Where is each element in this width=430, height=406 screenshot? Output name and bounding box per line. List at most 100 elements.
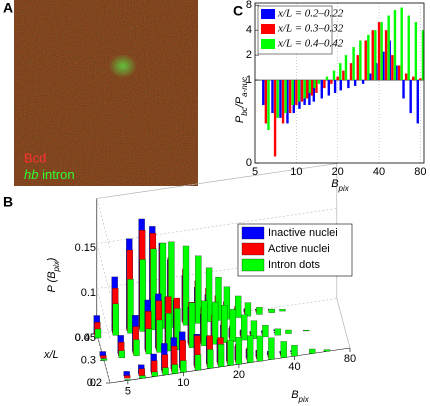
- bar: [139, 259, 146, 332]
- grid-line: [96, 243, 111, 294]
- bar: [279, 80, 282, 118]
- x-tick-label: 40: [373, 166, 385, 178]
- y-tick-label: 2: [246, 49, 252, 61]
- bar: [380, 22, 383, 81]
- x-axis-label: Bpix: [331, 178, 350, 193]
- y-tick-label: 4: [246, 24, 252, 36]
- legend-label: x/L = 0.3–0.32: [277, 23, 344, 35]
- bar: [268, 308, 275, 313]
- bar: [285, 329, 292, 334]
- bar: [310, 80, 314, 96]
- bar: [288, 80, 292, 114]
- panel-label: A: [3, 0, 13, 16]
- bar: [367, 34, 370, 81]
- bar: [138, 368, 146, 377]
- panel-label: B: [3, 194, 13, 210]
- bar: [336, 76, 339, 81]
- bar: [333, 80, 337, 93]
- bar: [256, 307, 263, 315]
- channel-label: hb intron: [24, 167, 75, 182]
- bar: [262, 325, 269, 338]
- bar: [271, 80, 274, 114]
- bar: [195, 255, 202, 324]
- bar: [384, 30, 388, 81]
- legend-label: Inactive nuclei: [268, 227, 338, 239]
- z-tick-label: 0.2: [87, 377, 102, 389]
- bar: [268, 337, 275, 360]
- bar: [171, 364, 179, 374]
- bar: [211, 301, 219, 345]
- bar: [382, 51, 385, 81]
- bar: [308, 80, 312, 93]
- x-tick-label: 80: [414, 166, 426, 178]
- y-tick-label: 0: [246, 157, 252, 169]
- bar: [205, 267, 213, 322]
- bar: [250, 320, 258, 339]
- grid-line: [96, 253, 337, 289]
- bar: [325, 76, 329, 81]
- bar: [344, 55, 348, 81]
- bar: [317, 80, 321, 84]
- bar: [273, 80, 277, 157]
- grid-line: [96, 198, 111, 249]
- bar: [339, 63, 342, 81]
- panel-label: C: [233, 3, 243, 19]
- bar: [118, 350, 126, 359]
- bar: [395, 65, 398, 81]
- bar: [303, 329, 310, 332]
- bar: [286, 80, 289, 124]
- legend-label: Intron dots: [268, 259, 320, 271]
- bar: [361, 80, 365, 84]
- bar: [315, 80, 318, 93]
- bar: [342, 70, 345, 81]
- bar: [127, 279, 134, 334]
- bar: [194, 354, 202, 371]
- bar: [100, 355, 107, 359]
- bar: [188, 302, 196, 348]
- bar: [295, 80, 298, 106]
- bar: [247, 335, 254, 363]
- x-axis-label: Bpix: [291, 389, 310, 404]
- x-tick-label: 5: [125, 385, 131, 397]
- x-axis-label-part: pix: [338, 184, 350, 193]
- y-axis-label-part: a-nuc: [240, 77, 249, 97]
- bar: [330, 80, 333, 84]
- bar: [159, 242, 167, 329]
- bar: [409, 80, 412, 114]
- bar: [323, 349, 331, 352]
- channel-label-part: hb: [24, 167, 38, 182]
- bar: [416, 80, 419, 124]
- bar: [235, 337, 243, 365]
- bar: [180, 360, 187, 373]
- bar: [404, 73, 408, 81]
- bar: [244, 302, 252, 317]
- bar: [215, 277, 222, 321]
- y-tick-label: 0.1: [81, 287, 96, 299]
- x-tick-label: 40: [288, 361, 300, 373]
- y-axis-label-part: /P: [234, 96, 246, 108]
- bar: [291, 80, 294, 106]
- bar: [279, 309, 286, 312]
- z-tick-label: 0.4: [75, 332, 90, 344]
- bar: [112, 303, 120, 336]
- bar: [100, 358, 108, 361]
- bar: [339, 80, 342, 91]
- y-axis-label-part: P: [234, 115, 246, 123]
- bar: [241, 314, 248, 341]
- y-axis-label-part: pix: [52, 260, 61, 272]
- y-axis-label-part: P (B: [46, 271, 58, 292]
- plot-frame: [254, 2, 425, 164]
- y-axis-label-part: ): [46, 257, 58, 263]
- micrograph: [14, 0, 198, 186]
- bar: [368, 73, 372, 81]
- bar: [139, 375, 146, 379]
- bar: [124, 375, 131, 379]
- y-tick-label: 0.15: [75, 242, 96, 254]
- y-axis-label-part: bc: [240, 107, 249, 115]
- z-axis-label: x/L: [43, 349, 59, 361]
- legend-swatch: [261, 24, 275, 34]
- bar: [402, 80, 405, 99]
- bar: [352, 47, 355, 81]
- bar: [274, 328, 281, 336]
- bar: [124, 379, 132, 381]
